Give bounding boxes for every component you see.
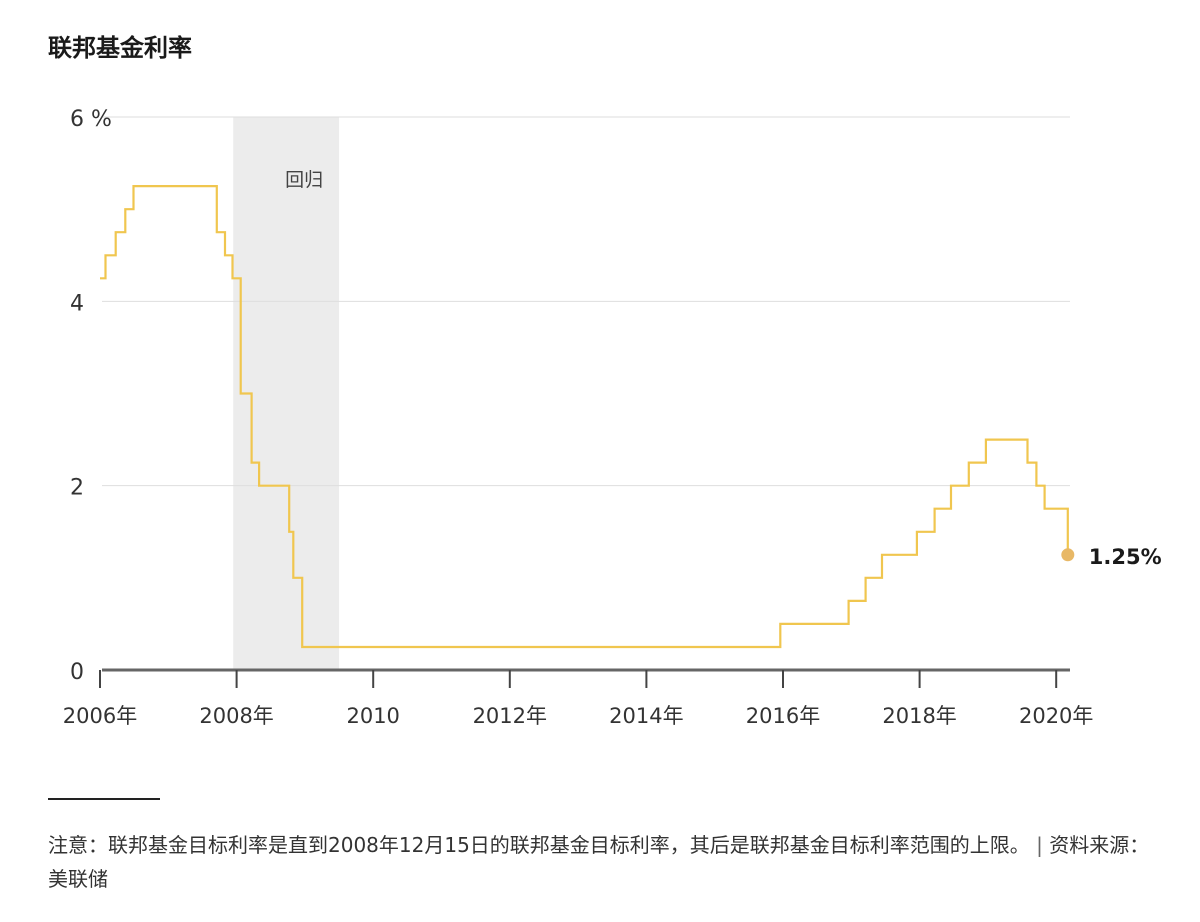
chart-title: 联邦基金利率	[48, 34, 192, 62]
end-value-label: 1.25%	[1089, 545, 1162, 569]
rate-series-line	[100, 185, 1069, 649]
x-tick-label: 2008年	[199, 704, 273, 728]
x-tick-label: 2010	[346, 704, 399, 728]
footnote-separator: |	[1036, 833, 1043, 857]
y-tick-label: 6 %	[70, 107, 112, 132]
fed-funds-rate-chart: 回归 6 % 4 2 0 2006年 2008年 2010 2012年 2014年 2016年 2…	[63, 107, 1162, 728]
x-tick-label: 2012年	[473, 704, 547, 728]
footnote-divider	[48, 798, 160, 800]
x-tick-label: 2014年	[609, 704, 683, 728]
footnote-text: 注意：联邦基金目标利率是直到2008年12月15日的联邦基金目标利率，其后是联邦…	[48, 833, 1030, 857]
y-tick-label: 2	[70, 476, 84, 501]
y-tick-label: 4	[70, 291, 84, 316]
y-tick-label: 0	[70, 660, 84, 685]
x-tick-label: 2016年	[746, 704, 820, 728]
x-tick-label: 2018年	[882, 704, 956, 728]
x-tick-label: 2006年	[63, 704, 137, 728]
recession-label: 回归	[285, 169, 323, 191]
x-tick-label: 2020年	[1019, 704, 1093, 728]
end-point-marker	[1061, 548, 1075, 562]
footnote: 注意：联邦基金目标利率是直到2008年12月15日的联邦基金目标利率，其后是联邦…	[48, 828, 1158, 896]
source-text: 资料来源：美联储	[48, 833, 1150, 891]
